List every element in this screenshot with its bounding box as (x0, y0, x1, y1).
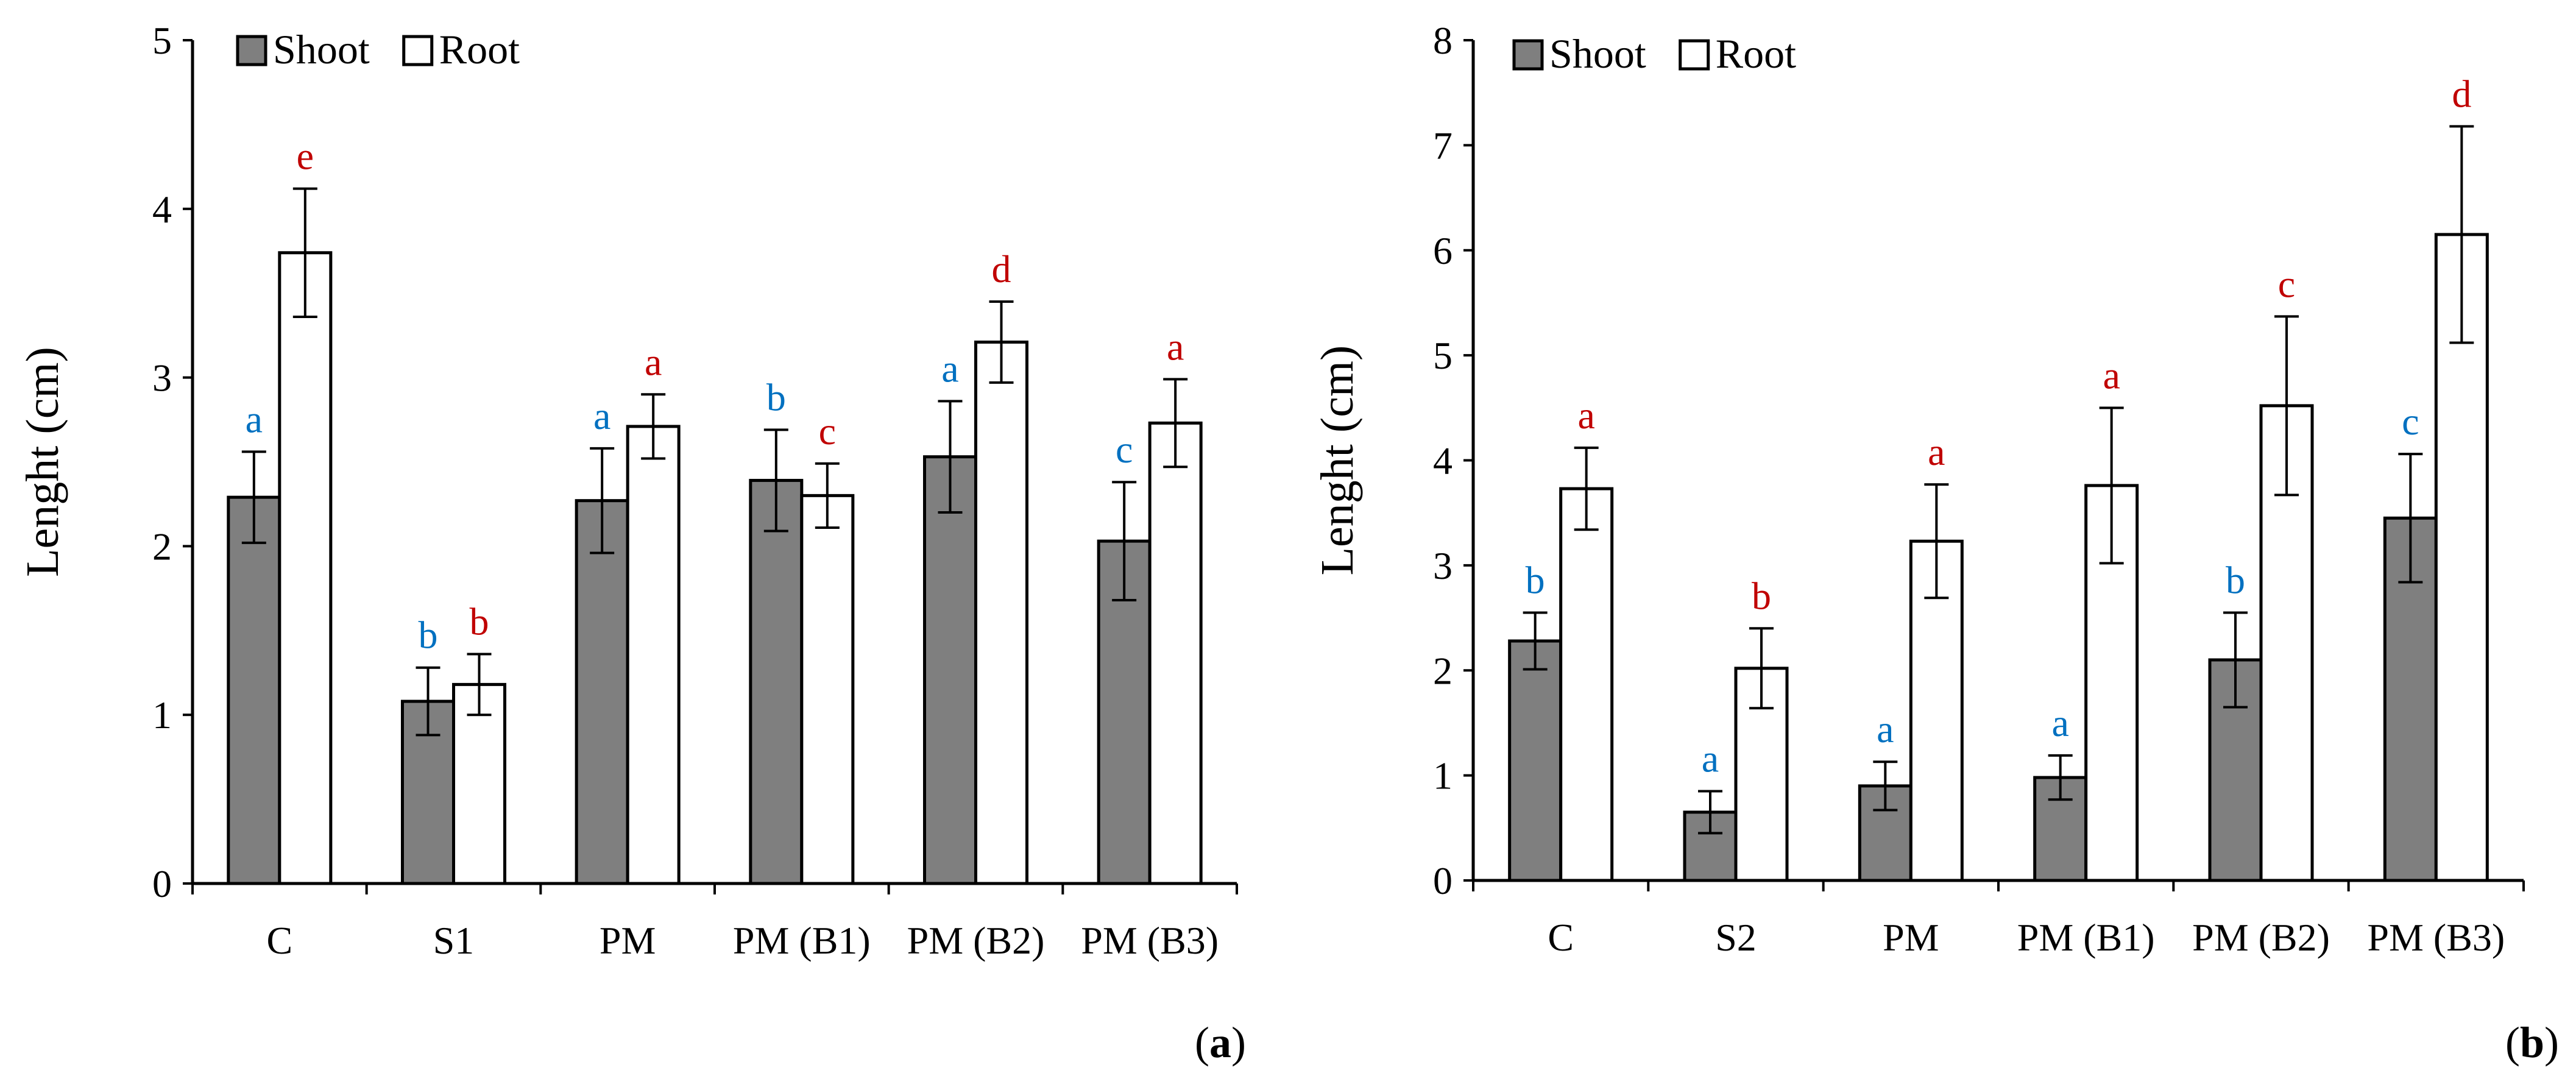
legend-swatch-root (1679, 39, 1710, 71)
panel-b-bar-chart: 0 1 2 3 4 5 6 7 8 Lenght (cm) Cb a S2 a b PM a a PM (B1) a a… (1312, 19, 2559, 1067)
significance-letter: b (419, 614, 438, 657)
x-tick-label: PM (B2) (2192, 916, 2330, 959)
significance-letter: a (941, 347, 958, 390)
x-tick-label: PM (1883, 916, 1939, 959)
bar-root (974, 340, 1028, 885)
y-tick-label: 4 (1433, 439, 1453, 483)
significance-letter: b (766, 375, 786, 419)
y-tick-label: 4 (152, 188, 172, 231)
significance-letter: d (992, 247, 1011, 291)
x-tick-label: PM (B2) (907, 919, 1045, 962)
significance-letter: a (246, 397, 263, 441)
y-tick-label: 5 (152, 19, 172, 62)
y-tick-label: 2 (152, 525, 172, 568)
bar-shoot (923, 455, 977, 885)
y-tick-label: 1 (152, 693, 172, 737)
x-tick-label: S1 (433, 919, 475, 962)
bar-shoot (1508, 639, 1563, 882)
significance-letter: b (470, 600, 489, 643)
legend-label-shoot: Shoot (273, 26, 370, 73)
y-tick-label: 7 (1433, 124, 1453, 167)
significance-letter: c (2278, 262, 2295, 305)
bar-root (452, 682, 506, 885)
significance-letter: a (2103, 353, 2120, 397)
significance-letter: d (2452, 72, 2471, 115)
bar-root (1148, 421, 1203, 885)
significance-letter: a (1167, 325, 1184, 368)
y-tick-label: 6 (1433, 229, 1453, 272)
y-tick-label: 8 (1433, 19, 1453, 62)
x-tick-label: S2 (1715, 916, 1757, 959)
significance-letter: b (1752, 574, 1771, 617)
x-tick-label: PM (B3) (1081, 919, 1219, 962)
legend-label-shoot: Shoot (1549, 30, 1646, 77)
significance-letter: a (593, 394, 610, 437)
y-tick-label: 3 (152, 356, 172, 400)
significance-letter: a (2051, 701, 2068, 745)
significance-letter: a (1702, 737, 1719, 780)
y-tick-label: 0 (1433, 859, 1453, 902)
bar-root (626, 425, 681, 885)
x-tick-label: PM (B3) (2367, 916, 2505, 959)
x-tick-label: C (266, 919, 292, 962)
bar-shoot (749, 478, 804, 885)
legend-swatch-root (402, 35, 434, 66)
legend-swatch-shoot (1512, 39, 1544, 71)
x-tick-label: PM (B1) (2017, 916, 2155, 959)
significance-letter: a (1928, 430, 1945, 473)
y-tick-label: 5 (1433, 334, 1453, 377)
significance-letter: a (645, 340, 662, 383)
y-axis-title: Lenght (cm) (1312, 345, 1363, 576)
significance-letter: a (1577, 394, 1594, 437)
significance-letter: e (297, 135, 314, 178)
x-tick-label: PM (B1) (733, 919, 871, 962)
bar-root (1559, 487, 1614, 882)
y-tick-label: 3 (1433, 544, 1453, 587)
legend-swatch-shoot (236, 35, 267, 66)
significance-letter: c (819, 409, 836, 453)
bar-root (800, 494, 855, 885)
significance-letter: b (1526, 558, 1545, 601)
significance-letter: c (2402, 400, 2419, 443)
panel-label: (a) (1195, 1018, 1246, 1067)
significance-letter: b (2226, 558, 2245, 601)
bar-root (278, 251, 333, 885)
panel-label: (b) (2505, 1018, 2559, 1067)
x-tick-label: PM (600, 919, 656, 962)
significance-letter: a (1877, 707, 1894, 751)
y-tick-label: 2 (1433, 649, 1453, 692)
significance-letter: c (1116, 428, 1133, 471)
x-tick-label: C (1548, 916, 1574, 959)
y-axis-title: Lenght (cm) (17, 347, 68, 577)
bar-root (1909, 539, 1964, 882)
bar-shoot (227, 495, 281, 885)
bar-shoot (575, 499, 629, 885)
y-tick-label: 0 (152, 862, 172, 905)
legend-label-root: Root (439, 26, 520, 73)
y-tick-label: 1 (1433, 754, 1453, 798)
legend-label-root: Root (1716, 30, 1796, 77)
